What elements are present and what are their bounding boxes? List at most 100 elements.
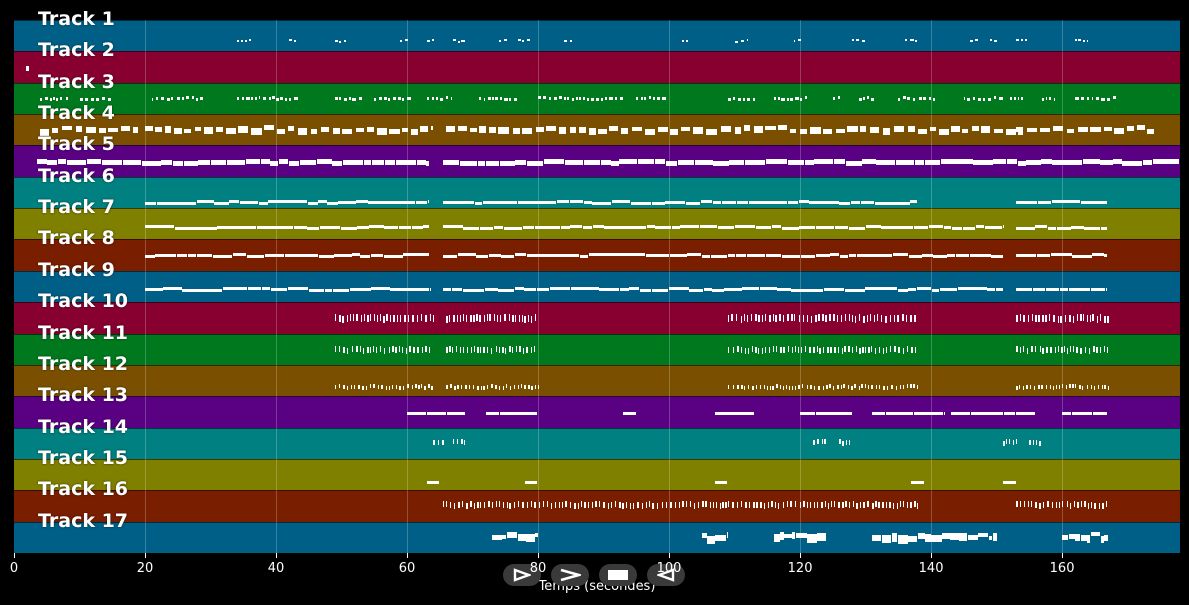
note: [580, 501, 583, 508]
note: [1053, 314, 1055, 322]
note: [773, 97, 777, 101]
note: [889, 315, 892, 323]
note: [783, 385, 785, 390]
note: [768, 502, 770, 509]
note: [339, 96, 342, 100]
note: [370, 314, 372, 322]
note: [389, 200, 403, 204]
note: [495, 346, 497, 353]
note: [445, 96, 449, 100]
note: [1027, 127, 1037, 133]
note: [1053, 125, 1064, 131]
track-lane[interactable]: [14, 239, 1180, 272]
note: [680, 224, 699, 228]
note: [756, 501, 758, 508]
note: [570, 126, 577, 133]
track-lane[interactable]: [14, 20, 1180, 52]
note: [1061, 346, 1063, 353]
note: [803, 500, 805, 507]
note: [348, 97, 351, 100]
note: [665, 200, 673, 204]
note: [550, 502, 553, 509]
note: [961, 128, 969, 134]
note: [778, 125, 787, 131]
note: [804, 96, 808, 100]
note: [747, 315, 749, 323]
track-lane[interactable]: [14, 270, 1180, 303]
note: [740, 501, 743, 508]
note: [871, 345, 873, 352]
note: [993, 129, 1003, 134]
note: [443, 255, 457, 259]
track-lane[interactable]: [14, 302, 1180, 334]
note: [1062, 412, 1071, 416]
note: [1050, 347, 1052, 354]
track-lane[interactable]: [14, 114, 1180, 146]
note: [449, 345, 451, 352]
note: [483, 346, 485, 353]
note: [453, 502, 456, 509]
note: [458, 502, 460, 509]
note: [931, 289, 940, 293]
track-lane[interactable]: [14, 521, 1180, 554]
note: [811, 315, 813, 323]
note: [381, 385, 383, 390]
note: [622, 502, 624, 509]
x-tick-mark: [800, 553, 802, 558]
note: [272, 96, 275, 100]
note: [735, 254, 747, 258]
track-lane[interactable]: [14, 176, 1180, 209]
note: [211, 160, 227, 166]
note: [782, 255, 801, 259]
play-button[interactable]: [503, 564, 541, 586]
note: [1104, 254, 1108, 258]
note: [1023, 314, 1025, 322]
track-lane[interactable]: [14, 427, 1180, 460]
note: [352, 253, 360, 257]
note: [693, 502, 696, 509]
stop-button[interactable]: [599, 564, 637, 586]
note: [294, 40, 297, 43]
track-lane[interactable]: [14, 490, 1180, 523]
note: [404, 39, 408, 42]
note: [894, 314, 896, 322]
note: [943, 412, 945, 416]
note: [1122, 161, 1143, 167]
note: [373, 384, 375, 389]
note: [1029, 440, 1031, 446]
note: [755, 385, 757, 390]
rewind-button[interactable]: [647, 564, 685, 586]
note: [885, 315, 887, 323]
note: [769, 200, 787, 204]
note: [1071, 225, 1084, 229]
note: [629, 287, 640, 291]
note: [546, 126, 557, 132]
note: [753, 125, 763, 133]
timeline-plot[interactable]: Track 1 Track 2 Track 3 Track 4 Track 5 Track…: [14, 10, 1180, 554]
track-lane[interactable]: [14, 458, 1180, 491]
note: [258, 96, 261, 100]
note: [559, 96, 563, 100]
x-tick-label: 40: [267, 561, 285, 576]
track-lane[interactable]: [14, 51, 1180, 84]
note: [741, 385, 743, 390]
note: [433, 439, 435, 445]
note: [787, 200, 799, 204]
track-lane[interactable]: [14, 145, 1180, 178]
note: [372, 345, 375, 352]
note: [531, 385, 533, 390]
note: [893, 502, 895, 509]
note: [743, 125, 751, 131]
note: [342, 160, 364, 166]
track-lane[interactable]: [14, 396, 1180, 429]
track-lane[interactable]: [14, 208, 1180, 240]
note: [288, 161, 300, 167]
track-lane[interactable]: [14, 82, 1180, 115]
note: [734, 224, 755, 228]
note: [569, 39, 573, 42]
note: [1080, 200, 1098, 204]
track-lane[interactable]: [14, 364, 1180, 397]
fast-forward-button[interactable]: [551, 564, 589, 586]
note: [1105, 501, 1108, 508]
track-lane[interactable]: [14, 333, 1180, 366]
